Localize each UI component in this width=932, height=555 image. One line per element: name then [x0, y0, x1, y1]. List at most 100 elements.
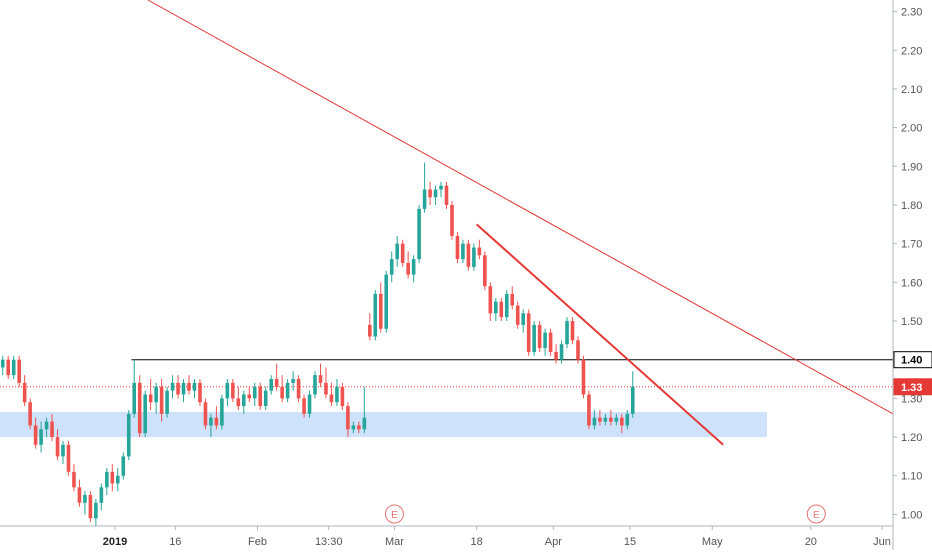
candle-body	[55, 437, 60, 457]
candle	[17, 355, 21, 387]
candle	[28, 398, 32, 430]
candle-body	[417, 208, 421, 260]
candle-body	[422, 189, 427, 209]
candle	[33, 417, 38, 449]
candle-body	[307, 394, 312, 414]
candle-body	[587, 394, 591, 426]
candle-body	[603, 417, 608, 422]
candle	[291, 371, 295, 391]
candle	[258, 382, 263, 410]
candle	[504, 290, 509, 322]
candle	[406, 251, 410, 279]
candle	[302, 394, 306, 418]
candle-body	[148, 394, 153, 403]
candle	[214, 406, 219, 430]
candle	[357, 421, 361, 434]
candle-body	[521, 313, 525, 325]
price-tick-label: 1.10	[901, 471, 922, 483]
candle	[510, 286, 515, 310]
candle-body	[33, 425, 38, 445]
candle	[247, 386, 252, 403]
candle-body	[400, 243, 405, 263]
candle-body	[209, 417, 213, 426]
candle-body	[83, 495, 87, 503]
candle	[422, 162, 427, 213]
badge-background	[893, 378, 932, 396]
candle	[570, 317, 575, 345]
time-tick-label: 13:30	[315, 536, 343, 548]
candle-body	[565, 321, 569, 345]
price-axis[interactable]: 1.00 1.10 1.20 1.30 1.40 1.50 1.60 1.70 1.80 1.90…	[892, 0, 922, 550]
candle-body	[548, 332, 553, 352]
candle-body	[247, 394, 252, 399]
price-tick-label: 1.90	[901, 161, 922, 173]
candle	[121, 452, 126, 480]
time-tick-label: Mar	[385, 536, 404, 548]
candle	[565, 317, 569, 349]
candle-body	[263, 390, 268, 407]
candle-body	[329, 394, 334, 403]
candle-body	[499, 301, 504, 318]
candle	[395, 235, 399, 267]
candle-body	[143, 394, 147, 434]
time-tick-label: 18	[471, 536, 483, 548]
candle	[192, 379, 197, 399]
candle	[198, 379, 202, 407]
candle	[231, 379, 235, 403]
time-tick-label: Feb	[248, 536, 267, 548]
candle-body	[472, 247, 476, 267]
candle-body	[406, 263, 410, 275]
candle	[225, 379, 230, 407]
candle	[170, 375, 175, 399]
earnings-label: E	[813, 510, 820, 521]
time-axis[interactable]: 2019 16 Feb 13:30 Mar 18 Apr 15 May 20 Jun	[0, 525, 893, 548]
candle	[0, 355, 5, 376]
candle-body	[198, 382, 202, 403]
candle-body	[137, 382, 142, 434]
candle	[285, 379, 290, 403]
candle	[110, 464, 115, 492]
candle	[543, 328, 547, 356]
candle-body	[176, 382, 180, 395]
candle-body	[362, 417, 367, 430]
candle	[483, 251, 487, 291]
candle	[203, 398, 208, 430]
candle-body	[17, 359, 21, 383]
candle-body	[291, 379, 295, 383]
candle	[115, 467, 120, 492]
level-price-badge: 1.40	[893, 351, 932, 369]
candle	[466, 239, 471, 271]
candle	[614, 413, 619, 426]
badge-background	[893, 351, 932, 369]
candle-body	[132, 382, 137, 414]
candle-body	[105, 471, 109, 488]
candle-body	[581, 359, 586, 395]
candle	[384, 270, 389, 333]
candle	[154, 382, 158, 414]
support-zone	[0, 411, 767, 438]
candle-body	[461, 243, 465, 260]
candle-body	[170, 382, 175, 391]
candle-body	[526, 313, 531, 352]
candle-body	[373, 293, 378, 337]
candle	[576, 336, 580, 364]
trendline-short	[475, 223, 724, 446]
candle	[532, 321, 536, 356]
earnings-icon	[384, 504, 404, 524]
candle	[389, 251, 394, 283]
time-tick-label: 20	[805, 536, 817, 548]
candle-body	[543, 332, 547, 349]
candle	[318, 363, 323, 387]
candle-body	[324, 382, 328, 395]
candle-body	[285, 382, 290, 399]
candle	[181, 379, 186, 403]
candle-body	[346, 406, 350, 430]
candle	[280, 375, 284, 403]
candle	[220, 394, 224, 430]
price-tick-label: 1.80	[901, 200, 922, 212]
candle-body	[220, 398, 224, 426]
candle-body	[318, 375, 323, 383]
candle	[411, 255, 416, 283]
